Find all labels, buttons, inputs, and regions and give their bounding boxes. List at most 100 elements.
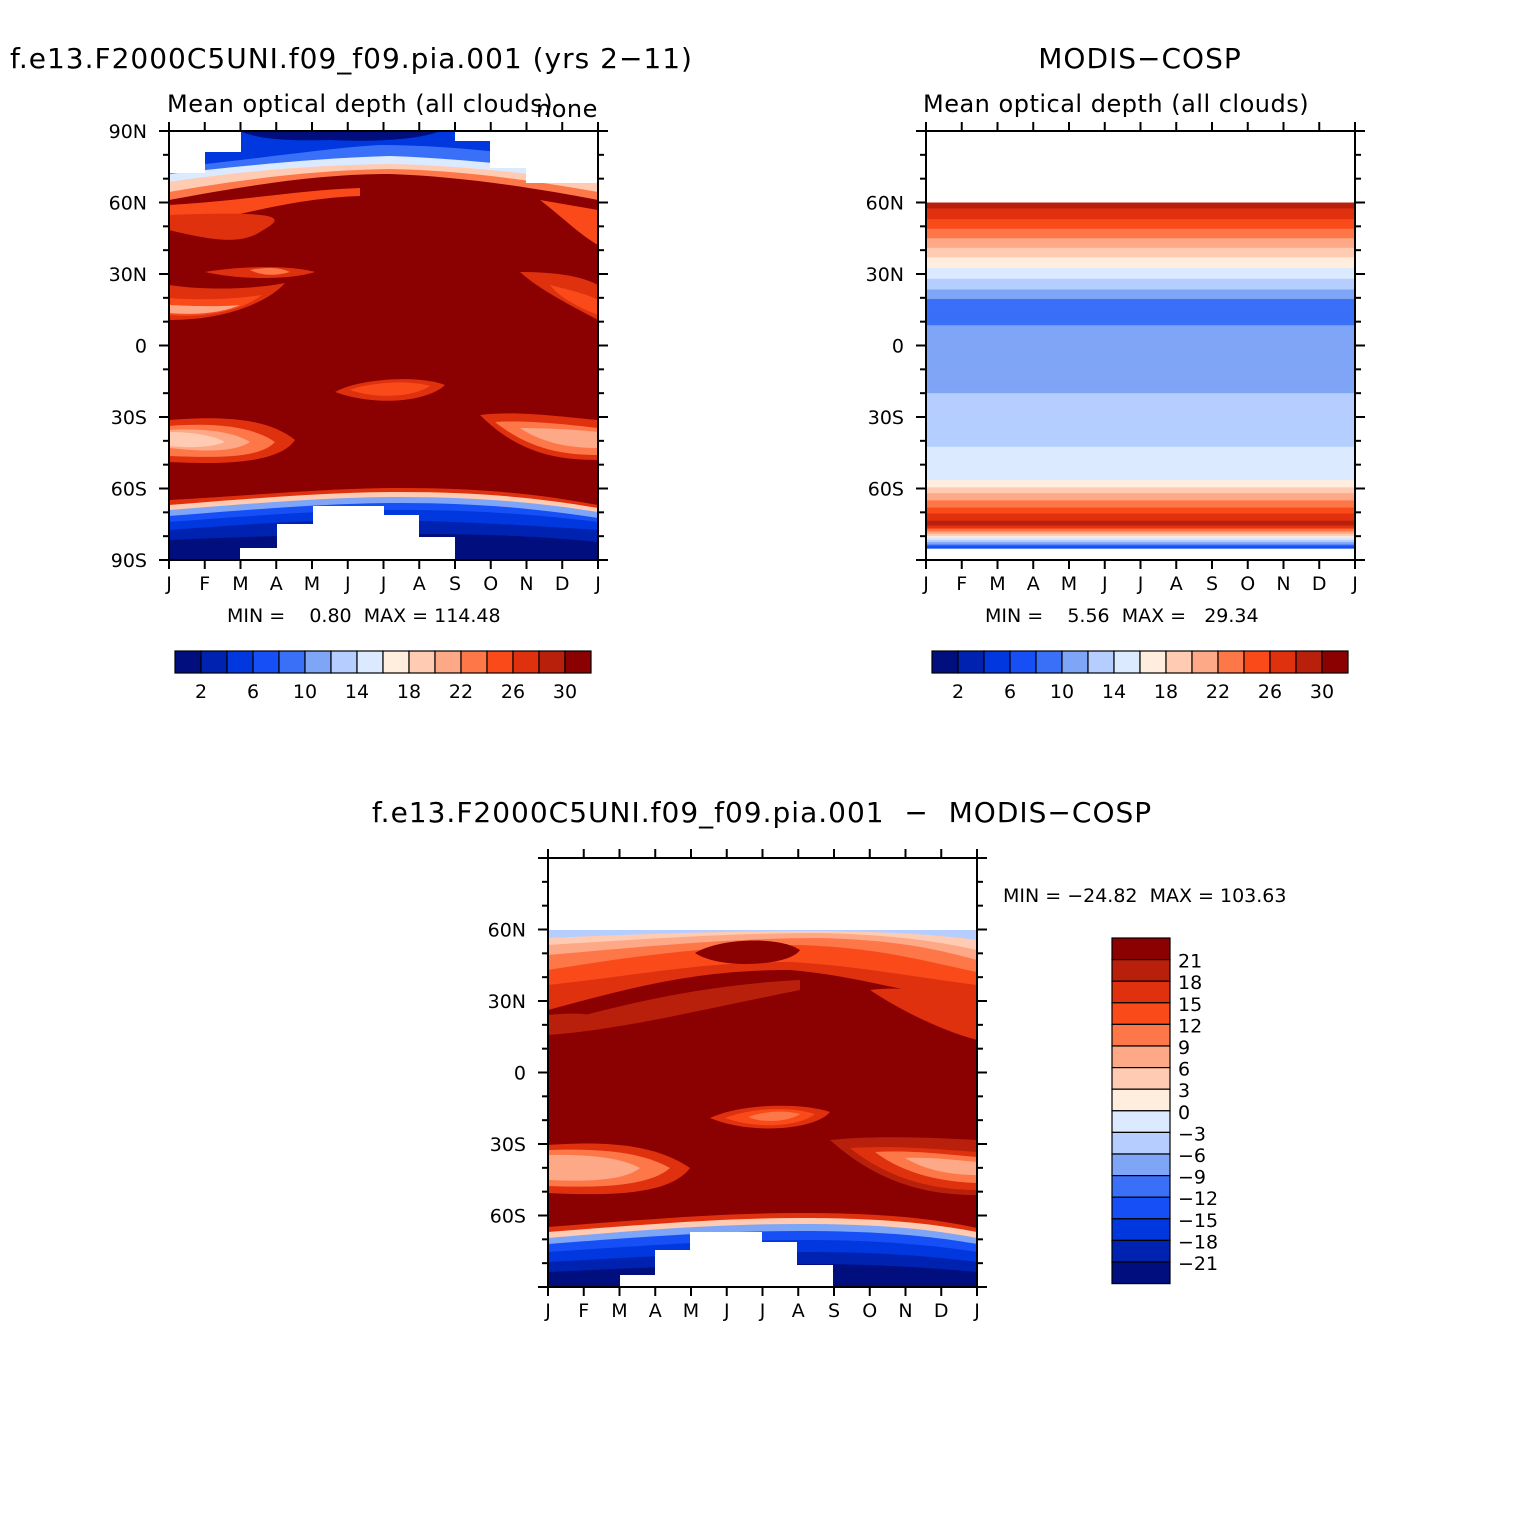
zonal-band [926,221,1355,224]
zonal-band [926,279,1355,282]
zonal-band [926,381,1355,384]
zonal-band [926,312,1355,314]
colorbar-label: −12 [1178,1188,1218,1210]
month-label: J [922,573,929,595]
colorbar-swatch [408,650,436,674]
colorbar-swatch [931,650,959,674]
month-label: F [956,573,967,595]
month-label: M [611,1300,627,1322]
colorbar-label: 26 [1258,681,1282,703]
panel-obs-lat-labels: 60N 30N 0 30S 60S [866,193,904,501]
zonal-band [926,418,1355,420]
month-label: D [555,573,570,595]
zonal-band [926,299,1355,301]
colorbar-swatch [1111,1088,1171,1112]
month-label: J [544,1300,551,1322]
zonal-band [926,421,1355,424]
zonal-band [926,506,1355,509]
zonal-band [926,531,1355,534]
zonal-band [926,247,1355,250]
zonal-band [926,476,1355,479]
zonal-band [926,391,1355,394]
zonal-band [926,540,1355,543]
month-label: J [1351,573,1358,595]
month-label: J [1101,573,1108,595]
zonal-band [926,530,1355,532]
zonal-band [926,450,1355,453]
colorbar-label: −3 [1178,1123,1206,1145]
colorbar-swatch [1087,650,1115,674]
zonal-band [926,222,1355,225]
zonal-band [926,268,1355,270]
month-label: M [989,573,1005,595]
lat-label: 90S [111,550,147,572]
zonal-band [926,386,1355,388]
month-label: O [1240,573,1255,595]
zonal-band [926,400,1355,403]
zonal-band [926,304,1355,307]
zonal-band [926,493,1355,496]
lat-label: 30S [111,407,147,429]
colorbar-swatch [1217,650,1245,674]
colorbar-label: −21 [1178,1253,1218,1275]
zonal-band [926,388,1355,391]
month-label: F [199,573,210,595]
zonal-band [926,480,1355,482]
zonal-band [926,254,1355,257]
colorbar-swatch [512,650,540,674]
colorbar-swatch [1139,650,1167,674]
colorbar-label: 26 [501,681,525,703]
month-label: S [828,1300,840,1322]
zonal-band [926,533,1355,536]
colorbar-label: 2 [952,681,964,703]
zonal-band [926,424,1355,426]
zonal-band [926,269,1355,272]
zonal-band [926,394,1355,397]
zonal-band [926,260,1355,263]
zonal-band [926,359,1355,362]
zonal-band [926,258,1355,261]
zonal-band [926,240,1355,243]
zonal-band [926,378,1355,381]
lat-label: 30S [490,1134,526,1156]
zonal-band [926,438,1355,441]
colorbar-swatch [1111,1196,1171,1220]
month-label: A [413,573,426,595]
zonal-band [926,447,1355,450]
zonal-band [926,456,1355,459]
zonal-band [926,509,1355,512]
zonal-band [926,251,1355,254]
zonal-band [926,365,1355,368]
zonal-band [926,275,1355,277]
zonal-band [926,375,1355,378]
zonal-band [926,245,1355,248]
colorbar-swatch [174,650,202,674]
zonal-band [926,475,1355,478]
zonal-band [926,291,1355,294]
zonal-band [926,297,1355,300]
zonal-band [926,343,1355,345]
colorbar-label: 30 [1310,681,1334,703]
zonal-band [926,310,1355,313]
zonal-band [926,464,1355,467]
zonal-band [926,538,1355,541]
zonal-band [926,265,1355,268]
zonal-band [926,508,1355,511]
zonal-band [926,537,1355,540]
zonal-band [926,352,1355,355]
zonal-band [926,322,1355,325]
zonal-band [926,250,1355,252]
zonal-band [926,295,1355,298]
zonal-band [926,289,1355,292]
zonal-band [926,334,1355,337]
zonal-band [926,439,1355,442]
zonal-band [926,271,1355,274]
month-label: D [934,1300,949,1322]
zonal-band [926,333,1355,336]
colorbar-label: −18 [1178,1231,1218,1253]
colorbar-label: 6 [247,681,259,703]
zonal-band [926,444,1355,447]
zonal-band [926,287,1355,289]
zonal-band [926,401,1355,404]
